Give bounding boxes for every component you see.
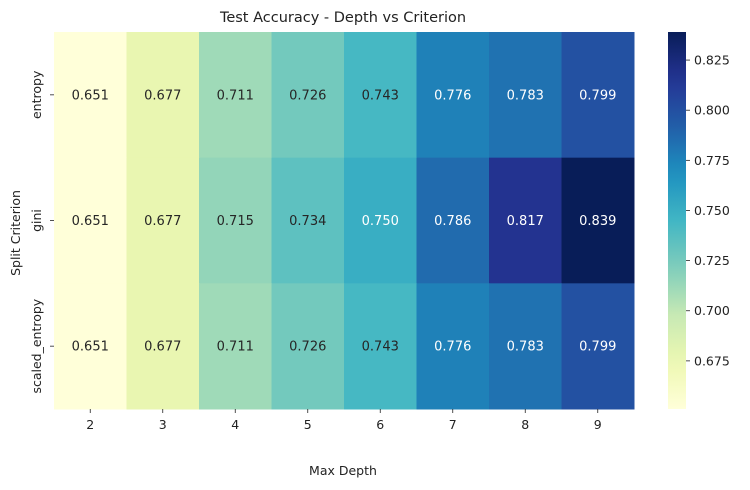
cell-value-label: 0.734 — [289, 214, 326, 229]
heatmap-cell — [126, 157, 200, 284]
y-tick-label: scaled_entropy — [29, 298, 44, 393]
cell-value-label: 0.743 — [362, 340, 399, 355]
chart-title: Test Accuracy - Depth vs Criterion — [219, 10, 466, 26]
heatmap-cell — [54, 157, 127, 284]
heatmap-cell — [199, 283, 272, 410]
heatmap-cell — [271, 157, 345, 284]
cell-value-label: 0.750 — [362, 214, 399, 229]
x-tick-label: 3 — [159, 417, 167, 432]
x-tick-label: 4 — [231, 417, 239, 432]
heatmap-cell — [561, 283, 635, 410]
cell-value-label: 0.651 — [72, 214, 109, 229]
colorbar-tick-label: 0.775 — [694, 153, 730, 168]
cell-value-label: 0.651 — [72, 88, 109, 103]
heatmap-cell — [199, 157, 272, 284]
x-axis-title: Max Depth — [309, 463, 377, 478]
x-axis-ticks: 2 3 4 5 6 7 8 9 — [86, 409, 602, 432]
heatmap-cell — [54, 32, 127, 159]
cell-value-label: 0.743 — [362, 88, 399, 103]
x-tick-label: 8 — [521, 417, 529, 432]
cell-value-label: 0.677 — [144, 214, 181, 229]
cell-value-label: 0.799 — [579, 340, 616, 355]
colorbar-tick-label: 0.725 — [694, 253, 730, 268]
colorbar-tick-label: 0.750 — [694, 203, 730, 218]
heatmap-cell — [344, 157, 417, 284]
heatmap-cell — [489, 283, 562, 410]
cell-value-label: 0.817 — [507, 214, 544, 229]
cell-value-label: 0.776 — [434, 340, 471, 355]
heatmap-cell — [416, 283, 490, 410]
colorbar-tick-label: 0.675 — [694, 353, 730, 368]
heatmap-cell — [561, 157, 635, 284]
cell-value-label: 0.776 — [434, 88, 471, 103]
x-tick-label: 9 — [594, 417, 602, 432]
cell-value-label: 0.786 — [434, 214, 471, 229]
cell-value-label: 0.726 — [289, 340, 326, 355]
heatmap-cell — [489, 157, 562, 284]
y-axis-ticks: entropy gini scaled_entropy — [29, 70, 54, 394]
colorbar-ticks: 0.675 0.700 0.725 0.750 0.775 0.800 0.825 — [686, 53, 730, 368]
cell-value-label: 0.799 — [579, 88, 616, 103]
cell-value-label: 0.711 — [217, 88, 254, 103]
colorbar-tick-label: 0.800 — [694, 103, 730, 118]
cell-value-label: 0.839 — [579, 214, 616, 229]
cell-value-label: 0.651 — [72, 340, 109, 355]
heatmap-cell — [271, 32, 345, 159]
cell-value-label: 0.783 — [507, 340, 544, 355]
heatmap-cells — [54, 32, 635, 410]
cell-value-label: 0.715 — [217, 214, 254, 229]
heatmap-cell — [344, 32, 417, 159]
colorbar — [668, 32, 686, 409]
cell-value-label: 0.677 — [144, 340, 181, 355]
x-tick-label: 5 — [304, 417, 312, 432]
heatmap-cell — [489, 32, 562, 159]
colorbar-tick-label: 0.700 — [694, 303, 730, 318]
x-tick-label: 7 — [449, 417, 457, 432]
heatmap-cell — [54, 283, 127, 410]
heatmap-cell — [199, 32, 272, 159]
cell-value-label: 0.711 — [217, 340, 254, 355]
x-tick-label: 2 — [86, 417, 94, 432]
x-tick-label: 6 — [376, 417, 384, 432]
heatmap-cell — [561, 32, 635, 159]
y-tick-label: entropy — [29, 70, 44, 119]
heatmap-cell — [126, 32, 200, 159]
heatmap-cell — [416, 157, 490, 284]
colorbar-tick-label: 0.825 — [694, 53, 730, 68]
heatmap-cell-labels: 0.651 0.677 0.711 0.726 0.743 0.776 0.783 0.799… — [72, 88, 617, 354]
heatmap-cell — [126, 283, 200, 410]
cell-value-label: 0.726 — [289, 88, 326, 103]
cell-value-label: 0.783 — [507, 88, 544, 103]
y-tick-label: gini — [29, 209, 44, 232]
cell-value-label: 0.677 — [144, 88, 181, 103]
heatmap-cell — [271, 283, 345, 410]
y-axis-title: Split Criterion — [8, 190, 23, 276]
heatmap-cell — [344, 283, 417, 410]
heatmap-cell — [416, 32, 490, 159]
